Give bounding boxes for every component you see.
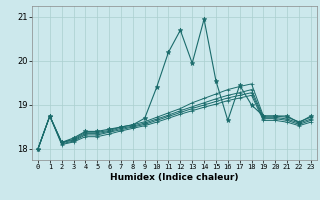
X-axis label: Humidex (Indice chaleur): Humidex (Indice chaleur) xyxy=(110,173,239,182)
